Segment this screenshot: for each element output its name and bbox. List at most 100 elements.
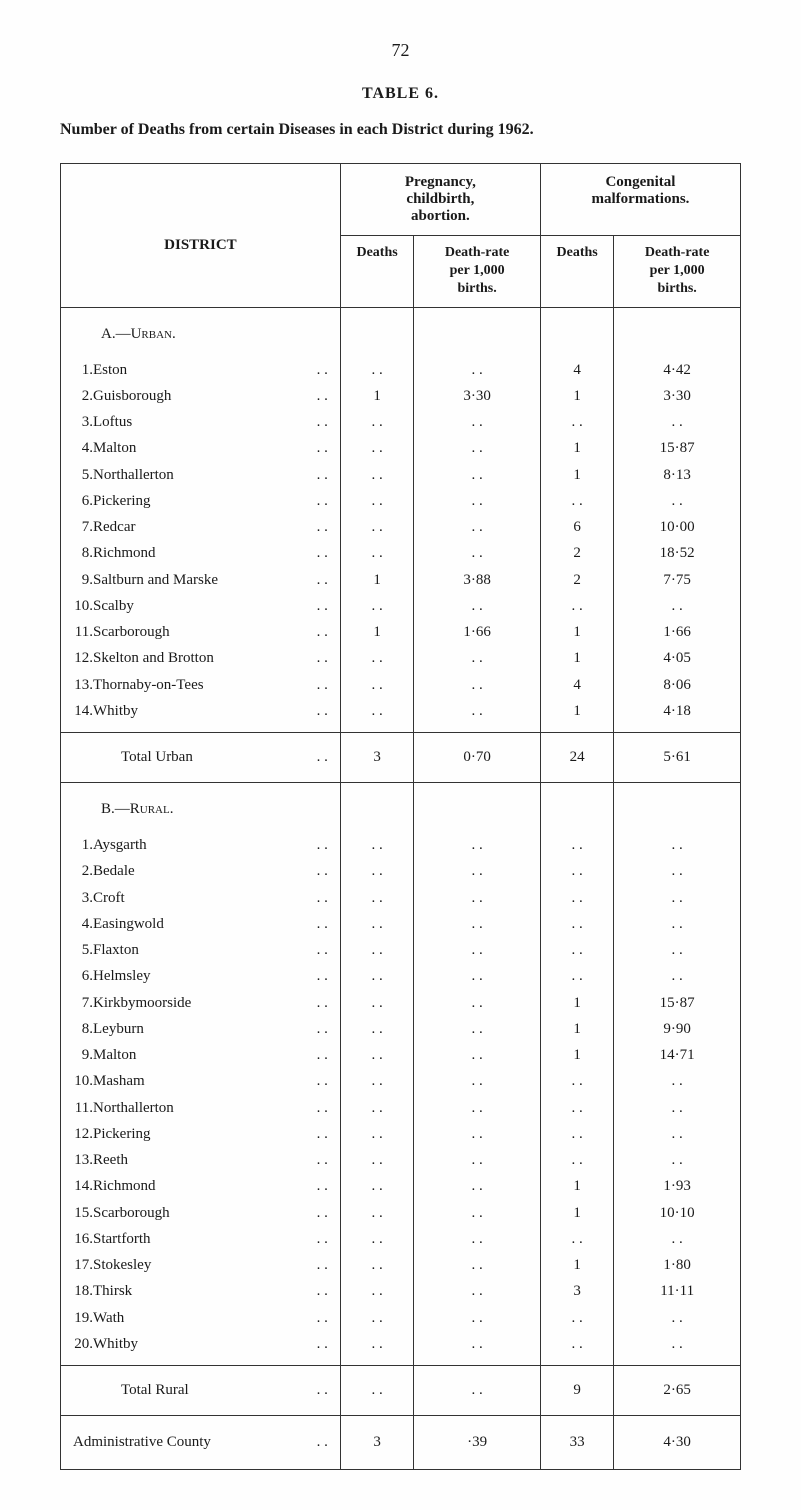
- cell-rate2: 14·71: [614, 1042, 741, 1068]
- cell: [414, 783, 541, 833]
- cell-rate1: . .: [414, 1252, 541, 1278]
- cell-rate2: 11·11: [614, 1278, 741, 1304]
- table-row: 14. Whitby. .. .. .14·18: [61, 698, 741, 724]
- row-label: 4. Easingwold. .: [61, 911, 341, 937]
- cell-rate1: . .: [414, 1200, 541, 1226]
- cell-rate2: 8·06: [614, 672, 741, 698]
- cell-rate2: 4·05: [614, 645, 741, 671]
- row-label: 8. Leyburn. .: [61, 1016, 341, 1042]
- table-row: 8. Richmond. .. .. .218·52: [61, 540, 741, 566]
- cell-deaths1: . .: [340, 1016, 413, 1042]
- total-label: Total Rural. .: [61, 1366, 341, 1416]
- cell-deaths1: . .: [340, 698, 413, 724]
- cell-rate2: . .: [614, 593, 741, 619]
- admin-r2: 4·30: [614, 1416, 741, 1470]
- cell-rate1: . .: [414, 435, 541, 461]
- table-row: 1. Eston. .. .. .44·42: [61, 357, 741, 383]
- table-row: 8. Leyburn. .. .. .19·90: [61, 1016, 741, 1042]
- row-label: 10. Masham. .: [61, 1068, 341, 1094]
- cell-rate1: . .: [414, 1305, 541, 1331]
- table-row: 1. Aysgarth. .. .. .. .. .: [61, 832, 741, 858]
- table-row: 5. Northallerton. .. .. .18·13: [61, 462, 741, 488]
- cell-deaths1: . .: [340, 1121, 413, 1147]
- table-row: 9. Saltburn and Marske. .13·8827·75: [61, 567, 741, 593]
- row-label: 15. Scarborough. .: [61, 1200, 341, 1226]
- cell-rate1: . .: [414, 514, 541, 540]
- cell-deaths2: . .: [540, 937, 613, 963]
- cell-deaths1: . .: [340, 540, 413, 566]
- cell-deaths2: . .: [540, 488, 613, 514]
- row-label: 3. Loftus. .: [61, 409, 341, 435]
- cell-rate2: . .: [614, 858, 741, 884]
- admin-r1: ·39: [414, 1416, 541, 1470]
- row-label: 16. Startforth. .: [61, 1226, 341, 1252]
- table-row: 11. Scarborough. .11·6611·66: [61, 619, 741, 645]
- header-group-pregnancy: Pregnancy, childbirth, abortion.: [340, 164, 540, 236]
- row-label: 13. Thornaby-on-Tees. .: [61, 672, 341, 698]
- cell-deaths2: 1: [540, 1200, 613, 1226]
- row-label: 6. Helmsley. .: [61, 963, 341, 989]
- total-r2: 2·65: [614, 1366, 741, 1416]
- cell-rate2: 4·18: [614, 698, 741, 724]
- cell: [540, 307, 613, 357]
- table-row: 3. Croft. .. .. .. .. .: [61, 885, 741, 911]
- cell-deaths1: . .: [340, 593, 413, 619]
- admin-d1: 3: [340, 1416, 413, 1470]
- row-label: 12. Skelton and Brotton. .: [61, 645, 341, 671]
- cell-rate2: . .: [614, 963, 741, 989]
- row-label: 1. Eston. .: [61, 357, 341, 383]
- table-row: 11. Northallerton. .. .. .. .. .: [61, 1095, 741, 1121]
- table-row: 6. Pickering. .. .. .. .. .: [61, 488, 741, 514]
- cell-deaths2: 1: [540, 698, 613, 724]
- header-rate-2: Death-rate per 1,000 births.: [614, 236, 741, 308]
- row-label: 10. Scalby. .: [61, 593, 341, 619]
- row-label: 6. Pickering. .: [61, 488, 341, 514]
- total-d2: 9: [540, 1366, 613, 1416]
- cell-rate2: 1·66: [614, 619, 741, 645]
- table-row: 10. Scalby. .. .. .. .. .: [61, 593, 741, 619]
- cell-rate2: . .: [614, 911, 741, 937]
- cell: [614, 783, 741, 833]
- table-title: Number of Deaths from certain Diseases i…: [60, 121, 741, 139]
- cell-rate1: . .: [414, 357, 541, 383]
- cell-rate2: 1·80: [614, 1252, 741, 1278]
- cell-deaths1: . .: [340, 672, 413, 698]
- row-label: 7. Redcar. .: [61, 514, 341, 540]
- cell: [614, 307, 741, 357]
- cell-rate2: . .: [614, 885, 741, 911]
- cell-deaths2: . .: [540, 963, 613, 989]
- cell-deaths1: . .: [340, 514, 413, 540]
- table-row: 12. Pickering. .. .. .. .. .: [61, 1121, 741, 1147]
- cell-deaths1: . .: [340, 1147, 413, 1173]
- cell-deaths1: . .: [340, 1331, 413, 1357]
- cell-rate1: . .: [414, 1016, 541, 1042]
- table-row: 15. Scarborough. .. .. .110·10: [61, 1200, 741, 1226]
- total-d1: 3: [340, 733, 413, 783]
- row-label: 9. Saltburn and Marske. .: [61, 567, 341, 593]
- cell-rate2: 1·93: [614, 1173, 741, 1199]
- row-label: 17. Stokesley. .: [61, 1252, 341, 1278]
- cell-rate2: . .: [614, 1331, 741, 1357]
- total-r1: 0·70: [414, 733, 541, 783]
- table-row: 4. Malton. .. .. .115·87: [61, 435, 741, 461]
- cell-rate1: . .: [414, 1173, 541, 1199]
- cell-deaths2: . .: [540, 885, 613, 911]
- cell-rate1: . .: [414, 1226, 541, 1252]
- cell-deaths1: . .: [340, 885, 413, 911]
- cell-rate1: . .: [414, 858, 541, 884]
- header-rate-1: Death-rate per 1,000 births.: [414, 236, 541, 308]
- cell-rate1: . .: [414, 1278, 541, 1304]
- header-district: DISTRICT: [61, 164, 341, 308]
- row-label: 11. Scarborough. .: [61, 619, 341, 645]
- row-label: 7. Kirkbymoorside. .: [61, 990, 341, 1016]
- table-row: 2. Bedale. .. .. .. .. .: [61, 858, 741, 884]
- cell-deaths1: . .: [340, 990, 413, 1016]
- cell-rate1: . .: [414, 1121, 541, 1147]
- cell-rate2: 7·75: [614, 567, 741, 593]
- cell-rate2: . .: [614, 1147, 741, 1173]
- cell-deaths2: 2: [540, 540, 613, 566]
- cell-rate1: . .: [414, 540, 541, 566]
- cell-rate1: . .: [414, 963, 541, 989]
- cell-deaths2: . .: [540, 832, 613, 858]
- cell-deaths1: . .: [340, 1226, 413, 1252]
